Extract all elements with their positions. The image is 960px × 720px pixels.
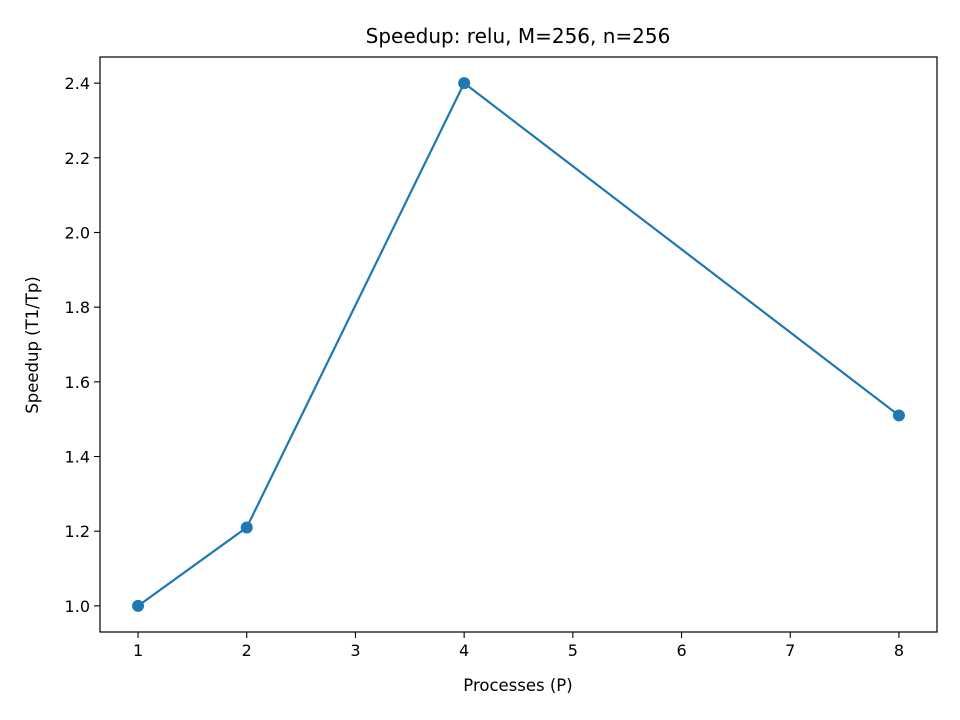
plot-frame: [99, 56, 938, 633]
data-point: [132, 599, 145, 612]
data-point: [458, 77, 471, 90]
x-tick-label: 1: [133, 641, 143, 660]
data-point: [892, 409, 905, 422]
y-tick-label: 1.6: [65, 373, 90, 392]
x-tick-label: 7: [785, 641, 795, 660]
series-layer: [132, 77, 905, 612]
x-tick-label: 5: [568, 641, 578, 660]
y-tick-label: 1.2: [65, 522, 90, 541]
x-tick-label: 6: [676, 641, 686, 660]
plot-area: 1 2 3 4 5 6 7 8 1.0 1.2 1.4 1.6 1.8 2.0 2.2 2.4: [65, 56, 938, 660]
y-tick-label: 2.4: [65, 74, 90, 93]
x-tick-label: 8: [894, 641, 904, 660]
y-tick-label: 2.0: [65, 223, 90, 242]
series-line: [137, 82, 900, 607]
y-tick-label: 1.0: [65, 597, 90, 616]
x-tick-label: 2: [242, 641, 252, 660]
x-axis-label: Processes (P): [463, 676, 572, 695]
y-axis-label: Speedup (T1/Tp): [23, 276, 42, 413]
chart-title: Speedup: relu, M=256, n=256: [366, 24, 671, 48]
y-tick-label: 1.8: [65, 298, 90, 317]
y-tick-label: 2.2: [65, 149, 90, 168]
x-axis-ticks: 1 2 3 4 5 6 7 8: [133, 632, 904, 660]
data-point: [240, 521, 253, 534]
x-tick-label: 3: [350, 641, 360, 660]
x-tick-label: 4: [459, 641, 469, 660]
y-tick-label: 1.4: [65, 448, 90, 467]
y-axis-ticks: 1.0 1.2 1.4 1.6 1.8 2.0 2.2 2.4: [65, 74, 100, 616]
